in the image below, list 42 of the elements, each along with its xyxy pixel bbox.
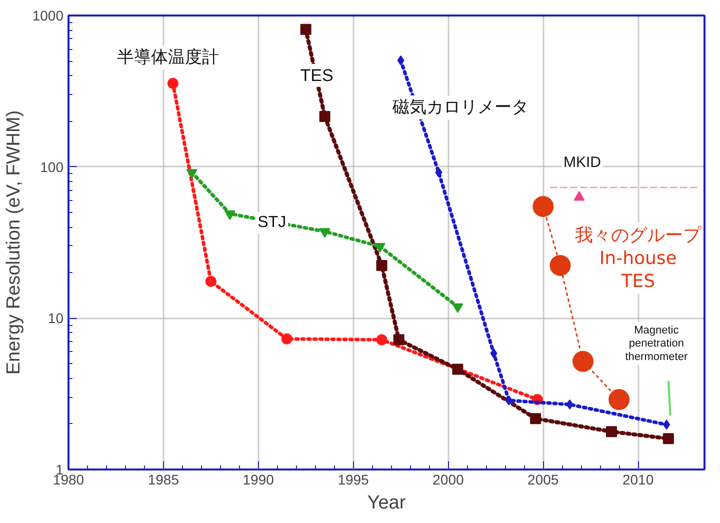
- y-axis-title: Energy Resolution (eV, FWHM): [3, 110, 24, 375]
- point: [566, 399, 574, 410]
- point: [281, 333, 292, 344]
- point: [397, 55, 404, 66]
- x-tick-label: 2005: [528, 472, 559, 488]
- point: [393, 334, 404, 346]
- point: [663, 420, 670, 430]
- point: [435, 167, 442, 178]
- series-label: 磁気カロリメータ: [392, 97, 529, 118]
- point: [376, 334, 388, 346]
- x-tick-label: 1990: [242, 472, 274, 488]
- point: [505, 395, 512, 406]
- point: [662, 433, 674, 444]
- y-tick-label: 100: [40, 158, 64, 175]
- point: [490, 348, 498, 358]
- point: [452, 364, 464, 375]
- series-label: 我々のグループ In-house TES: [575, 224, 702, 292]
- point: [224, 210, 236, 220]
- point: [608, 389, 630, 410]
- y-tick-label: 1000: [32, 8, 64, 24]
- point: [606, 426, 617, 438]
- text: Magnetic penetration thermometer: [625, 324, 688, 363]
- point: [550, 254, 571, 276]
- point: [319, 111, 330, 122]
- series-label: STJ: [258, 214, 286, 232]
- x-tick-label: 1995: [338, 472, 370, 488]
- point: [205, 276, 216, 287]
- point: [572, 350, 594, 372]
- x-tick-label: 2010: [622, 472, 654, 488]
- point: [376, 260, 388, 271]
- x-tick-label: 2000: [432, 472, 464, 488]
- series-label: 半導体温度計: [116, 47, 219, 68]
- series-label: TES: [300, 66, 334, 85]
- point: [167, 78, 178, 89]
- x-axis-title: Year: [367, 492, 406, 514]
- point: [574, 191, 585, 201]
- point: [300, 24, 312, 35]
- x-tick-label: 1985: [148, 472, 180, 488]
- y-tick-label: 10: [48, 310, 64, 326]
- series-label: MKID: [563, 154, 602, 171]
- point: [532, 196, 554, 217]
- point: [530, 413, 542, 424]
